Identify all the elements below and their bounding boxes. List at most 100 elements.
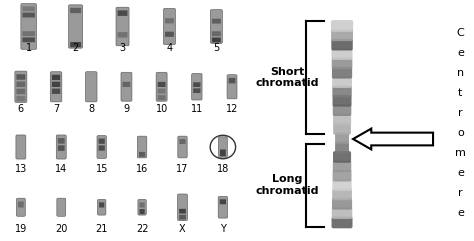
FancyBboxPatch shape: [179, 209, 186, 214]
FancyBboxPatch shape: [137, 136, 147, 158]
FancyBboxPatch shape: [85, 72, 97, 102]
Text: 21: 21: [95, 224, 108, 234]
FancyBboxPatch shape: [165, 18, 174, 23]
FancyBboxPatch shape: [333, 161, 351, 172]
Text: Long
chromatid: Long chromatid: [255, 174, 319, 196]
Text: 18: 18: [217, 164, 229, 174]
FancyBboxPatch shape: [332, 67, 352, 79]
FancyBboxPatch shape: [219, 137, 228, 157]
FancyBboxPatch shape: [333, 104, 351, 116]
FancyBboxPatch shape: [99, 139, 105, 144]
FancyBboxPatch shape: [332, 86, 352, 97]
Text: 8: 8: [88, 104, 94, 114]
FancyBboxPatch shape: [179, 215, 186, 220]
FancyBboxPatch shape: [212, 38, 221, 42]
Text: 7: 7: [53, 104, 59, 114]
FancyBboxPatch shape: [17, 96, 25, 101]
FancyBboxPatch shape: [333, 170, 352, 181]
Text: r: r: [458, 188, 463, 198]
FancyBboxPatch shape: [21, 4, 36, 49]
Text: 15: 15: [95, 164, 108, 174]
FancyBboxPatch shape: [18, 201, 24, 208]
FancyBboxPatch shape: [332, 198, 352, 210]
FancyBboxPatch shape: [158, 82, 165, 87]
Text: 2: 2: [73, 43, 79, 53]
FancyBboxPatch shape: [333, 151, 351, 163]
Text: 3: 3: [119, 43, 126, 53]
FancyBboxPatch shape: [335, 132, 349, 144]
FancyBboxPatch shape: [331, 20, 353, 32]
FancyBboxPatch shape: [56, 135, 66, 159]
FancyBboxPatch shape: [333, 95, 352, 107]
FancyBboxPatch shape: [17, 81, 25, 87]
FancyBboxPatch shape: [220, 199, 226, 204]
FancyBboxPatch shape: [179, 139, 186, 144]
FancyBboxPatch shape: [15, 71, 27, 102]
FancyBboxPatch shape: [193, 82, 201, 87]
FancyBboxPatch shape: [118, 10, 128, 16]
Text: C: C: [456, 27, 464, 38]
FancyBboxPatch shape: [156, 72, 167, 101]
FancyBboxPatch shape: [218, 196, 228, 218]
FancyBboxPatch shape: [118, 32, 128, 38]
FancyBboxPatch shape: [17, 198, 25, 216]
FancyBboxPatch shape: [58, 138, 64, 144]
FancyBboxPatch shape: [139, 152, 145, 157]
FancyBboxPatch shape: [70, 8, 81, 13]
FancyBboxPatch shape: [99, 145, 105, 151]
Text: 13: 13: [15, 164, 27, 174]
FancyBboxPatch shape: [220, 149, 226, 156]
FancyBboxPatch shape: [228, 78, 236, 83]
FancyBboxPatch shape: [191, 74, 202, 100]
FancyBboxPatch shape: [332, 207, 352, 219]
Text: Y: Y: [220, 224, 226, 234]
FancyBboxPatch shape: [138, 200, 146, 215]
FancyBboxPatch shape: [22, 37, 35, 42]
FancyBboxPatch shape: [22, 7, 35, 11]
FancyBboxPatch shape: [52, 75, 60, 80]
FancyBboxPatch shape: [212, 19, 221, 24]
Text: 10: 10: [155, 104, 168, 114]
FancyBboxPatch shape: [70, 42, 81, 47]
Text: n: n: [457, 68, 464, 78]
FancyBboxPatch shape: [69, 5, 82, 48]
FancyArrow shape: [353, 129, 433, 149]
FancyBboxPatch shape: [333, 123, 351, 135]
Text: e: e: [457, 168, 464, 178]
FancyBboxPatch shape: [178, 194, 187, 221]
FancyBboxPatch shape: [212, 31, 221, 36]
FancyBboxPatch shape: [116, 7, 129, 46]
FancyBboxPatch shape: [121, 72, 132, 101]
FancyBboxPatch shape: [331, 29, 353, 41]
Text: t: t: [458, 88, 463, 98]
FancyBboxPatch shape: [331, 217, 353, 228]
Text: Short
chromatid: Short chromatid: [255, 67, 319, 88]
FancyBboxPatch shape: [98, 200, 106, 215]
Text: 11: 11: [191, 104, 203, 114]
FancyBboxPatch shape: [227, 75, 237, 99]
Text: o: o: [457, 128, 464, 138]
Text: r: r: [458, 108, 463, 118]
Text: 1: 1: [26, 43, 32, 53]
FancyBboxPatch shape: [332, 58, 352, 69]
Text: 9: 9: [123, 104, 129, 114]
FancyBboxPatch shape: [17, 74, 25, 80]
FancyBboxPatch shape: [332, 179, 352, 191]
FancyBboxPatch shape: [139, 202, 145, 208]
FancyBboxPatch shape: [52, 89, 60, 94]
Text: 6: 6: [18, 104, 24, 114]
FancyBboxPatch shape: [164, 8, 175, 45]
FancyBboxPatch shape: [331, 39, 353, 50]
Text: 12: 12: [226, 104, 238, 114]
Text: X: X: [179, 224, 186, 234]
FancyBboxPatch shape: [17, 89, 25, 94]
FancyBboxPatch shape: [99, 202, 104, 208]
FancyBboxPatch shape: [165, 32, 174, 37]
FancyBboxPatch shape: [210, 10, 222, 43]
FancyBboxPatch shape: [332, 76, 352, 88]
Text: 20: 20: [55, 224, 67, 234]
FancyBboxPatch shape: [335, 142, 349, 154]
Text: e: e: [457, 208, 464, 218]
Text: e: e: [457, 48, 464, 58]
FancyBboxPatch shape: [158, 95, 165, 100]
